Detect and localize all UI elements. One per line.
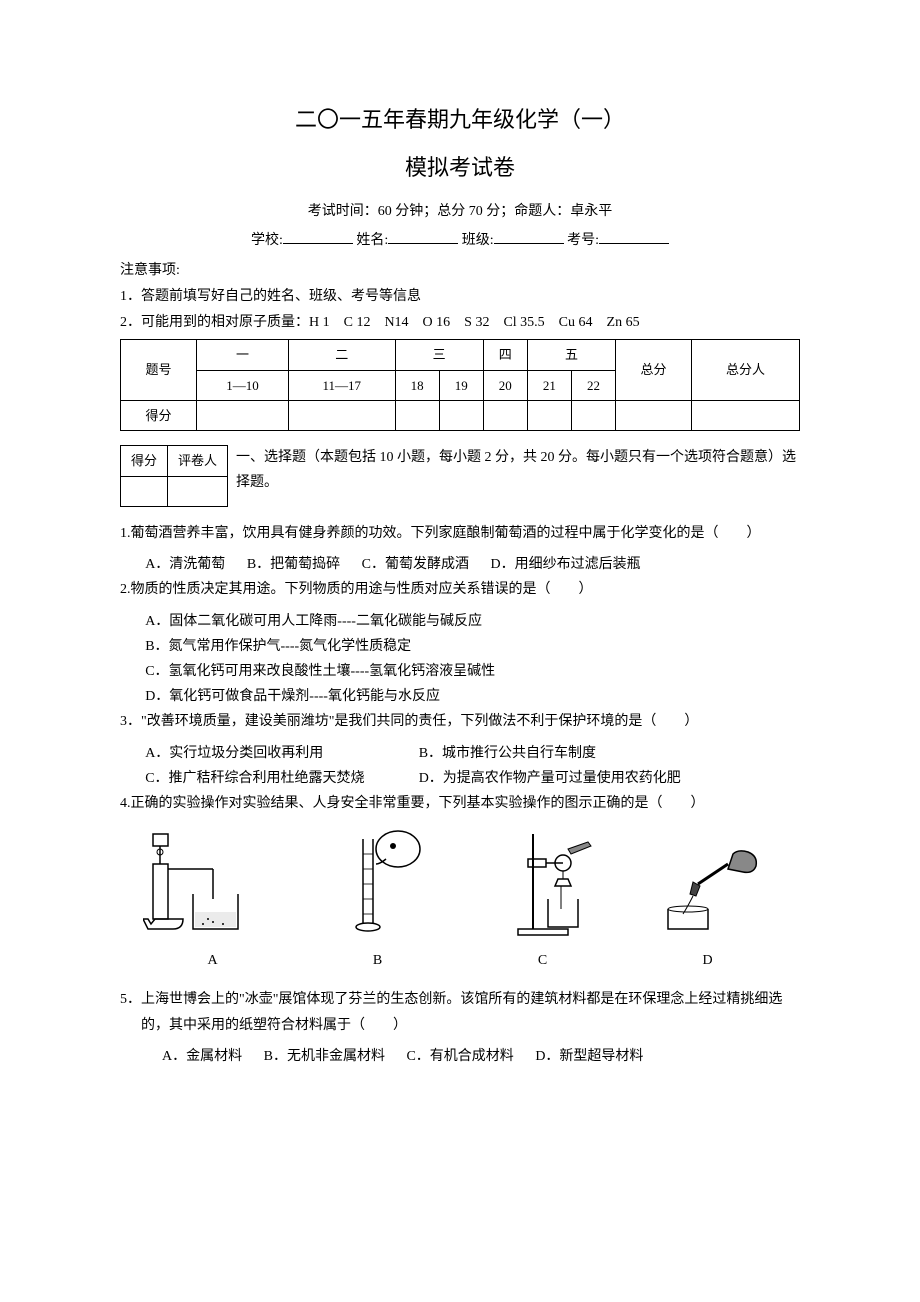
q1-opt-c: C．葡萄发酵成酒 bbox=[362, 552, 469, 577]
cell-qnum: 题号 bbox=[121, 340, 197, 401]
q2-opt-b: B．氮气常用作保护气----氮气化学性质稳定 bbox=[145, 634, 800, 659]
cell-empty bbox=[692, 400, 800, 430]
number-blank bbox=[599, 230, 669, 244]
q1-opt-b: B．把葡萄捣碎 bbox=[247, 552, 340, 577]
cell-empty bbox=[197, 400, 289, 430]
cell-empty bbox=[483, 400, 527, 430]
cell-h3: 三 bbox=[395, 340, 483, 370]
question-1: 1.葡萄酒营养丰富，饮用具有健身养颜的功效。下列家庭酿制葡萄酒的过程中属于化学变… bbox=[120, 521, 800, 546]
cell-scorerow: 得分 bbox=[121, 400, 197, 430]
note-1: 1．答题前填写好自己的姓名、班级、考号等信息 bbox=[120, 284, 800, 309]
cell-empty bbox=[168, 476, 228, 506]
cell-empty bbox=[121, 476, 168, 506]
label-c: C bbox=[473, 948, 613, 973]
table-row: 得分 bbox=[121, 400, 800, 430]
question-5: 5．上海世博会上的"冰壶"展馆体现了芬兰的生态创新。该馆所有的建筑材料都是在环保… bbox=[120, 987, 800, 1037]
notes-header: 注意事项: bbox=[120, 258, 800, 283]
diagram-c bbox=[473, 824, 613, 944]
table-row: 题号 一 二 三 四 五 总分 总分人 bbox=[121, 340, 800, 370]
q5-opt-b: B．无机非金属材料 bbox=[264, 1044, 385, 1069]
class-blank bbox=[494, 230, 564, 244]
question-3-options: A．实行垃圾分类回收再利用 B．城市推行公共自行车制度 C．推广秸秆综合利用杜绝… bbox=[145, 741, 800, 791]
cell-s4: 19 bbox=[439, 370, 483, 400]
diagram-labels: A B C D bbox=[120, 948, 800, 973]
q1-opt-d: D．用细纱布过滤后装瓶 bbox=[491, 552, 641, 577]
cell-empty bbox=[439, 400, 483, 430]
q1-opt-a: A．清洗葡萄 bbox=[145, 552, 225, 577]
exam-blanks: 学校: 姓名: 班级: 考号: bbox=[120, 228, 800, 253]
score-table: 题号 一 二 三 四 五 总分 总分人 1—10 11—17 18 19 20 … bbox=[120, 339, 800, 431]
cell-s3: 18 bbox=[395, 370, 439, 400]
section-1-instruction: 一、选择题（本题包括 10 小题，每小题 2 分，共 20 分。每小题只有一个选… bbox=[228, 445, 800, 495]
exam-info: 考试时间：60 分钟；总分 70 分；命题人：卓永平 bbox=[120, 199, 800, 224]
label-d: D bbox=[638, 948, 778, 973]
name-blank bbox=[388, 230, 458, 244]
name-label: 姓名: bbox=[356, 233, 388, 248]
question-5-options: A．金属材料 B．无机非金属材料 C．有机合成材料 D．新型超导材料 bbox=[162, 1044, 800, 1069]
diagram-a bbox=[143, 824, 283, 944]
cell-s5: 20 bbox=[483, 370, 527, 400]
cell-empty bbox=[288, 400, 395, 430]
cell-s6: 21 bbox=[527, 370, 571, 400]
cell-h4: 四 bbox=[483, 340, 527, 370]
cell-s1: 1—10 bbox=[197, 370, 289, 400]
cell-empty bbox=[527, 400, 571, 430]
table-row bbox=[121, 476, 228, 506]
cell-empty bbox=[571, 400, 615, 430]
scorer-box: 得分 评卷人 bbox=[120, 445, 228, 507]
q3-opt-b: B．城市推行公共自行车制度 bbox=[419, 741, 689, 766]
question-2: 2.物质的性质决定其用途。下列物质的用途与性质对应关系错误的是（ ） bbox=[120, 577, 800, 602]
table-row: 得分 评卷人 bbox=[121, 446, 228, 476]
school-label: 学校: bbox=[251, 233, 283, 248]
cell-h5: 五 bbox=[527, 340, 615, 370]
cell-h1: 一 bbox=[197, 340, 289, 370]
label-a: A bbox=[143, 948, 283, 973]
cell-empty bbox=[616, 400, 692, 430]
q2-opt-d: D．氧化钙可做食品干燥剂----氧化钙能与水反应 bbox=[145, 684, 800, 709]
label-b: B bbox=[308, 948, 448, 973]
q2-opt-a: A．固体二氧化碳可用人工降雨----二氧化碳能与碱反应 bbox=[145, 609, 800, 634]
cell-s2: 11—17 bbox=[288, 370, 395, 400]
cell-scorer: 总分人 bbox=[692, 340, 800, 401]
cell-grader: 评卷人 bbox=[168, 446, 228, 476]
q3-opt-c: C．推广秸秆综合利用杜绝露天焚烧 bbox=[145, 766, 415, 791]
q5-opt-a: A．金属材料 bbox=[162, 1044, 242, 1069]
q3-opt-d: D．为提高农作物产量可过量使用农药化肥 bbox=[419, 766, 689, 791]
page-title-sub: 模拟考试卷 bbox=[120, 148, 800, 188]
cell-total: 总分 bbox=[616, 340, 692, 401]
page-title-main: 二〇一五年春期九年级化学（一） bbox=[120, 100, 800, 140]
cell-empty bbox=[395, 400, 439, 430]
school-blank bbox=[283, 230, 353, 244]
q2-opt-c: C．氢氧化钙可用来改良酸性土壤----氢氧化钙溶液呈碱性 bbox=[145, 659, 800, 684]
q5-opt-c: C．有机合成材料 bbox=[406, 1044, 513, 1069]
question-4: 4.正确的实验操作对实验结果、人身安全非常重要，下列基本实验操作的图示正确的是（… bbox=[120, 791, 800, 816]
q3-opt-a: A．实行垃圾分类回收再利用 bbox=[145, 741, 415, 766]
cell-score: 得分 bbox=[121, 446, 168, 476]
cell-h2: 二 bbox=[288, 340, 395, 370]
diagram-b bbox=[308, 824, 448, 944]
note-2: 2．可能用到的相对原子质量：H 1 C 12 N14 O 16 S 32 Cl … bbox=[120, 310, 800, 335]
diagram-d bbox=[638, 824, 778, 944]
class-label: 班级: bbox=[462, 233, 494, 248]
question-3: 3．"改善环境质量，建设美丽潍坊"是我们共同的责任，下列做法不利于保护环境的是（… bbox=[120, 709, 800, 734]
cell-s7: 22 bbox=[571, 370, 615, 400]
q5-opt-d: D．新型超导材料 bbox=[535, 1044, 643, 1069]
diagram-row bbox=[120, 824, 800, 944]
section-header-row: 得分 评卷人 一、选择题（本题包括 10 小题，每小题 2 分，共 20 分。每… bbox=[120, 445, 800, 507]
question-2-options: A．固体二氧化碳可用人工降雨----二氧化碳能与碱反应 B．氮气常用作保护气--… bbox=[145, 609, 800, 710]
number-label: 考号: bbox=[567, 233, 599, 248]
question-1-options: A．清洗葡萄 B．把葡萄捣碎 C．葡萄发酵成酒 D．用细纱布过滤后装瓶 bbox=[145, 552, 800, 577]
